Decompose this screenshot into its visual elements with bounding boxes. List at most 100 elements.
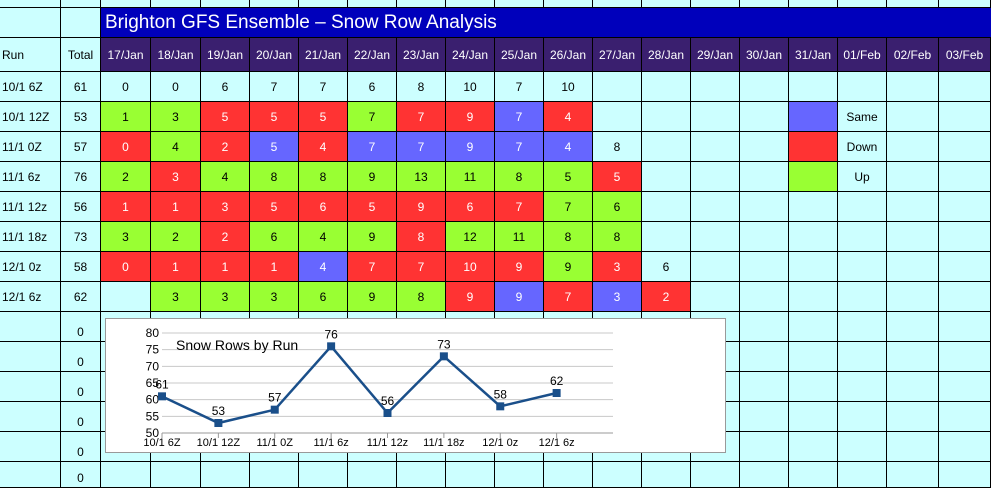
sheet-cell[interactable] [0, 8, 61, 38]
run-total[interactable]: 57 [61, 132, 101, 162]
sheet-cell[interactable] [740, 222, 789, 252]
sheet-cell[interactable] [642, 72, 691, 102]
sheet-cell[interactable] [691, 462, 740, 488]
sheet-cell[interactable] [887, 0, 939, 8]
snow-count-cell[interactable]: 9 [446, 282, 495, 312]
total-column-header[interactable]: Total [61, 38, 101, 72]
sheet-cell[interactable] [838, 252, 887, 282]
snow-count-cell[interactable]: 6 [446, 192, 495, 222]
run-total[interactable]: 53 [61, 102, 101, 132]
snow-count-cell[interactable]: 3 [201, 282, 250, 312]
date-column-header[interactable]: 29/Jan [691, 38, 740, 72]
sheet-cell[interactable] [0, 432, 61, 462]
snow-count-cell[interactable]: 2 [201, 132, 250, 162]
snow-count-cell[interactable]: 2 [201, 222, 250, 252]
sheet-cell[interactable] [789, 72, 838, 102]
legend-label-same[interactable]: Same [838, 102, 887, 132]
date-column-header[interactable]: 01/Feb [838, 38, 887, 72]
sheet-cell[interactable] [789, 312, 838, 342]
snow-rows-chart[interactable]: 50 55 60 65 70 75 80 10/1 6Z 10/1 12Z 11/1 0Z 11/1… [105, 318, 726, 453]
run-label[interactable]: 11/1 6z [0, 162, 61, 192]
sheet-cell[interactable] [887, 222, 939, 252]
snow-count-cell[interactable]: 6 [299, 192, 348, 222]
sheet-cell[interactable] [939, 132, 991, 162]
date-column-header[interactable]: 18/Jan [151, 38, 201, 72]
snow-count-cell[interactable]: 6 [201, 72, 250, 102]
sheet-cell[interactable] [740, 462, 789, 488]
snow-count-cell[interactable]: 3 [201, 192, 250, 222]
sheet-cell[interactable] [691, 282, 740, 312]
date-column-header[interactable]: 21/Jan [299, 38, 348, 72]
sheet-cell[interactable] [101, 0, 151, 8]
sheet-cell[interactable] [939, 462, 991, 488]
snow-count-cell[interactable]: 7 [495, 132, 544, 162]
sheet-cell[interactable] [887, 462, 939, 488]
sheet-cell[interactable] [740, 402, 789, 432]
snow-count-cell[interactable]: 7 [348, 102, 397, 132]
run-total[interactable]: 0 [61, 462, 101, 488]
snow-count-cell[interactable]: 8 [397, 72, 446, 102]
sheet-cell[interactable] [691, 132, 740, 162]
snow-count-cell[interactable]: 8 [593, 222, 642, 252]
sheet-cell[interactable] [939, 252, 991, 282]
legend-swatch-same[interactable] [789, 102, 838, 132]
snow-count-cell[interactable]: 1 [151, 252, 201, 282]
sheet-cell[interactable] [593, 462, 642, 488]
snow-count-cell[interactable]: 1 [201, 252, 250, 282]
sheet-cell[interactable] [61, 0, 101, 8]
sheet-cell[interactable] [789, 252, 838, 282]
snow-count-cell[interactable]: 0 [101, 132, 151, 162]
sheet-cell[interactable] [0, 372, 61, 402]
sheet-cell[interactable] [838, 372, 887, 402]
sheet-cell[interactable] [691, 0, 740, 8]
run-total[interactable]: 0 [61, 372, 101, 402]
sheet-cell[interactable] [838, 312, 887, 342]
sheet-cell[interactable] [939, 372, 991, 402]
sheet-cell[interactable] [939, 72, 991, 102]
sheet-cell[interactable] [0, 312, 61, 342]
date-column-header[interactable]: 24/Jan [446, 38, 495, 72]
snow-count-cell[interactable]: 3 [593, 252, 642, 282]
legend-swatch-down[interactable] [789, 132, 838, 162]
snow-count-cell[interactable]: 3 [151, 282, 201, 312]
sheet-cell[interactable] [397, 462, 446, 488]
snow-count-cell[interactable]: 10 [544, 72, 593, 102]
run-total[interactable]: 61 [61, 72, 101, 102]
snow-count-cell[interactable]: 3 [593, 282, 642, 312]
sheet-cell[interactable] [348, 462, 397, 488]
sheet-cell[interactable] [642, 192, 691, 222]
sheet-cell[interactable] [593, 102, 642, 132]
run-label[interactable]: 11/1 0Z [0, 132, 61, 162]
sheet-cell[interactable] [151, 462, 201, 488]
date-column-header[interactable]: 28/Jan [642, 38, 691, 72]
sheet-cell[interactable] [887, 102, 939, 132]
date-column-header[interactable]: 22/Jan [348, 38, 397, 72]
sheet-cell[interactable] [838, 462, 887, 488]
sheet-cell[interactable] [789, 282, 838, 312]
snow-count-cell[interactable]: 5 [299, 102, 348, 132]
snow-count-cell[interactable]: 5 [250, 132, 299, 162]
snow-count-cell[interactable]: 8 [495, 162, 544, 192]
snow-count-cell[interactable]: 0 [101, 72, 151, 102]
sheet-cell[interactable] [740, 72, 789, 102]
sheet-cell[interactable] [939, 282, 991, 312]
snow-count-cell[interactable]: 5 [250, 192, 299, 222]
sheet-cell[interactable] [740, 312, 789, 342]
snow-count-cell[interactable]: 6 [299, 282, 348, 312]
date-column-header[interactable]: 31/Jan [789, 38, 838, 72]
sheet-cell[interactable] [939, 102, 991, 132]
snow-count-cell[interactable]: 8 [544, 222, 593, 252]
sheet-cell[interactable] [740, 132, 789, 162]
date-column-header[interactable]: 20/Jan [250, 38, 299, 72]
sheet-cell[interactable] [740, 432, 789, 462]
date-column-header[interactable]: 27/Jan [593, 38, 642, 72]
sheet-cell[interactable] [544, 0, 593, 8]
snow-count-cell[interactable]: 7 [544, 282, 593, 312]
snow-count-cell[interactable]: 9 [348, 222, 397, 252]
sheet-cell[interactable] [939, 312, 991, 342]
sheet-cell[interactable] [887, 162, 939, 192]
sheet-cell[interactable] [887, 312, 939, 342]
snow-count-cell[interactable]: 0 [151, 72, 201, 102]
run-total[interactable]: 76 [61, 162, 101, 192]
run-total[interactable]: 0 [61, 342, 101, 372]
